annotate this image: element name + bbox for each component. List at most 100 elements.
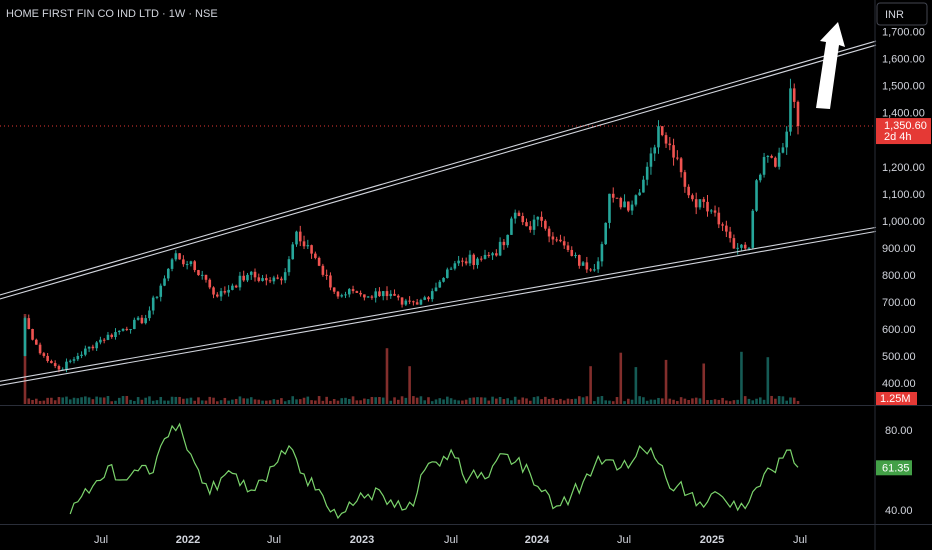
volume-bar <box>551 397 555 404</box>
candle-body <box>344 294 347 296</box>
volume-bar <box>642 397 645 404</box>
time-tick-label: Jul <box>793 534 807 546</box>
candle-body <box>517 212 521 217</box>
candle-body <box>766 155 770 158</box>
candle-body <box>283 272 287 281</box>
up-arrow-icon[interactable] <box>816 22 845 109</box>
price-tick-label: 1,600.00 <box>882 54 925 66</box>
candle-body <box>80 354 83 356</box>
volume-bar <box>547 399 551 404</box>
candle-body <box>84 348 87 355</box>
trendline-upper[interactable] <box>0 40 877 296</box>
volume-bar <box>555 399 558 404</box>
trendline-upper[interactable] <box>0 44 877 300</box>
volume-bar <box>774 398 777 404</box>
candle-body <box>479 258 483 260</box>
candle-body <box>721 224 724 226</box>
candle-body <box>99 339 102 343</box>
volume-bar <box>287 400 291 404</box>
rsi-axis[interactable]: 40.00 80.00 <box>885 425 913 517</box>
volume-bar <box>570 399 574 404</box>
volume-bar <box>479 397 483 404</box>
candle-body <box>412 301 415 303</box>
rsi-value: 61.35 <box>882 462 910 474</box>
candle-body <box>442 277 445 282</box>
candle-body <box>329 275 332 288</box>
candle-body <box>593 269 596 271</box>
countdown-value: 2d 4h <box>884 131 912 143</box>
price-tick-label: 400.00 <box>882 378 916 390</box>
volume-bar <box>468 397 472 404</box>
volume-bar <box>709 399 713 404</box>
volume-bar <box>234 398 238 404</box>
price-tick-label: 800.00 <box>882 270 916 282</box>
candle-body <box>532 219 536 230</box>
candle-body <box>487 254 491 256</box>
candle-body <box>642 179 645 193</box>
volume-bar <box>453 399 457 404</box>
candle-body <box>638 192 641 196</box>
volume-bar <box>732 400 736 404</box>
volume-bar <box>483 397 487 404</box>
candle-body <box>430 291 434 300</box>
volume-bar <box>99 397 102 404</box>
candle-body <box>117 330 121 333</box>
volume-bar <box>65 396 68 404</box>
price-axis[interactable]: 400.00 500.00 600.00 700.00 800.00 900.00 1,00… <box>882 27 925 390</box>
candle-body <box>408 300 411 302</box>
volume-bar <box>706 400 709 404</box>
candle-body <box>347 289 351 295</box>
trendlines[interactable] <box>0 40 877 386</box>
volume-bar <box>344 397 347 404</box>
volume-bar <box>50 397 53 404</box>
volume-bar <box>717 399 721 404</box>
candle-body <box>777 152 781 167</box>
volume-bar <box>223 397 227 404</box>
candle-body <box>182 259 185 265</box>
price-tick-label: 1,100.00 <box>882 189 925 201</box>
candle-body <box>653 147 657 154</box>
volume-bar <box>125 395 129 404</box>
candle-body <box>121 328 125 331</box>
volume-bar <box>442 399 445 404</box>
volume-bar <box>649 399 653 404</box>
volume-bar <box>204 400 208 404</box>
volume-bar <box>329 400 332 404</box>
arrow-shape[interactable] <box>816 22 845 109</box>
volume-bar <box>272 399 276 404</box>
candle-body <box>378 291 381 297</box>
trendline-lower[interactable] <box>0 230 877 386</box>
volume-bar <box>366 399 370 404</box>
candle-body <box>559 239 562 242</box>
candle-body <box>709 210 713 212</box>
candle-body <box>732 238 736 249</box>
volume-bar <box>513 396 517 404</box>
volume-bar <box>84 396 87 404</box>
volume-bar <box>487 400 491 404</box>
volume-bar <box>638 396 641 404</box>
candle-body <box>298 231 302 242</box>
volume-bar <box>540 399 543 404</box>
trendline-lower[interactable] <box>0 226 877 382</box>
volume-bar <box>664 359 668 404</box>
candle-body <box>272 277 276 282</box>
volume-bar <box>140 399 144 404</box>
volume-bar <box>136 397 140 404</box>
candle-body <box>577 255 581 266</box>
candle-body <box>185 264 189 266</box>
currency-button[interactable]: INR <box>876 2 928 26</box>
candle-body <box>42 353 46 356</box>
candle-body <box>419 299 423 305</box>
volume-bar <box>446 396 449 404</box>
candle-body <box>472 254 476 266</box>
volume-bar <box>430 401 434 404</box>
candle-body <box>596 261 600 270</box>
candle-body <box>291 244 295 260</box>
time-axis[interactable]: Jul 2022 Jul 2023 Jul 2024 Jul 2025 Jul <box>94 534 807 546</box>
volume-bar <box>464 399 468 404</box>
candle-body <box>133 319 136 330</box>
candle-body <box>547 228 551 237</box>
candle-body <box>758 174 762 181</box>
